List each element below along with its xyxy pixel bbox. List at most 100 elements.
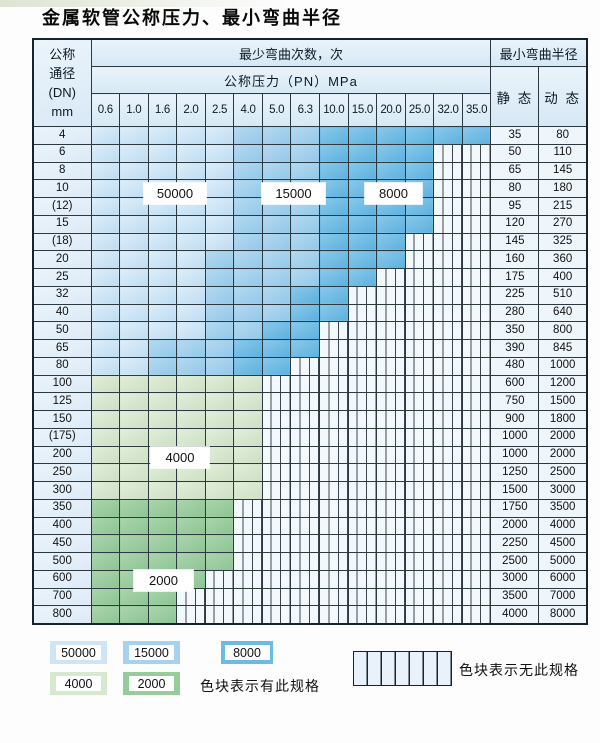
no-spec-cell: [319, 339, 349, 358]
no-spec-cell: [290, 516, 320, 536]
spec-cell: [204, 197, 235, 216]
spec-cell: [176, 498, 206, 518]
no-spec-cell: [461, 303, 492, 323]
no-spec-cell: [404, 285, 435, 305]
spec-table: 公称 通径 (DN) mm 最少弯曲次数，次 最小弯曲半径 公称压力（PN）MP…: [32, 38, 588, 625]
spec-cell: [147, 339, 178, 358]
no-spec-cell: [433, 179, 463, 198]
spec-cell: [176, 552, 206, 571]
spec-cell: [119, 410, 149, 429]
spec-cell: [176, 392, 206, 411]
spec-cell: [290, 268, 320, 287]
spec-cell: [204, 392, 235, 411]
pressure-col-header: 25.0: [404, 93, 435, 127]
pressure-col-header: 4.0: [233, 93, 263, 127]
no-spec-cell: [433, 161, 463, 181]
no-spec-cell: [461, 250, 492, 269]
no-spec-cell: [347, 374, 378, 394]
spec-cell: [347, 214, 378, 234]
no-spec-cell: [376, 268, 406, 287]
dynamic-radius-cell: 8000: [538, 605, 588, 624]
no-spec-cell: [347, 534, 378, 553]
spec-cell: [147, 321, 178, 340]
no-spec-cell: [433, 321, 463, 340]
table-row-dn-125: 125 750 1500: [32, 392, 588, 411]
spec-cell: [90, 232, 121, 252]
spec-cell: [347, 126, 378, 145]
no-spec-cell: [347, 605, 378, 624]
static-radius-cell: 3000: [490, 569, 540, 589]
dynamic-radius-cell: 145: [538, 161, 588, 181]
static-radius-cell: 1750: [490, 498, 540, 518]
table-row-dn-300: 300 1500 3000: [32, 481, 588, 500]
spec-cell: [119, 463, 149, 482]
no-spec-cell: [319, 552, 349, 571]
legend-no-spec-swatch: [353, 651, 452, 686]
no-spec-cell: [261, 392, 292, 411]
spec-cell: [119, 143, 149, 163]
spec-cell: [261, 321, 292, 340]
no-spec-cell: [347, 481, 378, 500]
dn-cell: (12): [32, 197, 92, 216]
spec-cell: [233, 303, 263, 323]
grid-label-15000: 15000: [262, 183, 325, 204]
dn-header-cell: 公称 通径 (DN) mm: [32, 38, 92, 127]
spec-cell: [147, 552, 178, 571]
no-spec-cell: [347, 392, 378, 411]
spec-cell: [233, 392, 263, 411]
spec-cell: [90, 481, 121, 500]
legend-swatch-4000: 4000: [50, 672, 107, 695]
no-spec-cell: [376, 534, 406, 553]
spec-cell: [290, 214, 320, 234]
table-row-dn-100: 100 600 1200: [32, 374, 588, 394]
no-spec-cell: [433, 534, 463, 553]
static-radius-cell: 120: [490, 214, 540, 234]
legend-swatch-50000: 50000: [50, 641, 107, 664]
dynamic-radius-cell: 1200: [538, 374, 588, 394]
table-row-dn-200: 200 1000 2000: [32, 445, 588, 465]
legend-no-spec-label: 色块表示无此规格: [459, 662, 579, 678]
dynamic-radius-cell: 510: [538, 285, 588, 305]
no-spec-cell: [319, 569, 349, 589]
spec-cell: [319, 126, 349, 145]
no-spec-cell: [319, 605, 349, 624]
spec-cell: [176, 214, 206, 234]
no-spec-cell: [376, 445, 406, 465]
no-spec-cell: [261, 374, 292, 394]
no-spec-cell: [433, 569, 463, 589]
no-spec-cell: [461, 232, 492, 252]
spec-cell: [119, 498, 149, 518]
no-spec-cell: [290, 392, 320, 411]
static-radius-cell: 1250: [490, 463, 540, 482]
spec-cell: [90, 392, 121, 411]
no-spec-cell: [433, 427, 463, 447]
no-spec-cell: [233, 587, 263, 607]
spec-cell: [119, 374, 149, 394]
no-spec-cell: [461, 587, 492, 607]
spec-cell: [290, 232, 320, 252]
static-radius-cell: 145: [490, 232, 540, 252]
bend-cycles-header: 最少弯曲次数，次: [90, 38, 492, 67]
spec-cell: [233, 356, 263, 376]
no-spec-cell: [461, 552, 492, 571]
dn-header-line: mm: [51, 104, 74, 119]
no-spec-cell: [261, 587, 292, 607]
spec-cell: [119, 605, 149, 624]
spec-cell: [147, 161, 178, 181]
grid-label-2000: 2000: [134, 570, 193, 591]
pressure-col-header: 1.0: [119, 93, 149, 127]
spec-cell: [233, 161, 263, 181]
no-spec-cell: [319, 445, 349, 465]
no-spec-cell: [376, 339, 406, 358]
spec-cell: [90, 587, 121, 607]
spec-cell: [90, 197, 121, 216]
radius-header: 最小弯曲半径: [490, 38, 588, 67]
spec-cell: [204, 214, 235, 234]
no-spec-cell: [290, 356, 320, 376]
no-spec-cell: [461, 481, 492, 500]
no-spec-cell: [290, 498, 320, 518]
spec-cell: [147, 232, 178, 252]
static-radius-cell: 2500: [490, 552, 540, 571]
spec-cell: [176, 268, 206, 287]
no-spec-cell: [461, 605, 492, 624]
